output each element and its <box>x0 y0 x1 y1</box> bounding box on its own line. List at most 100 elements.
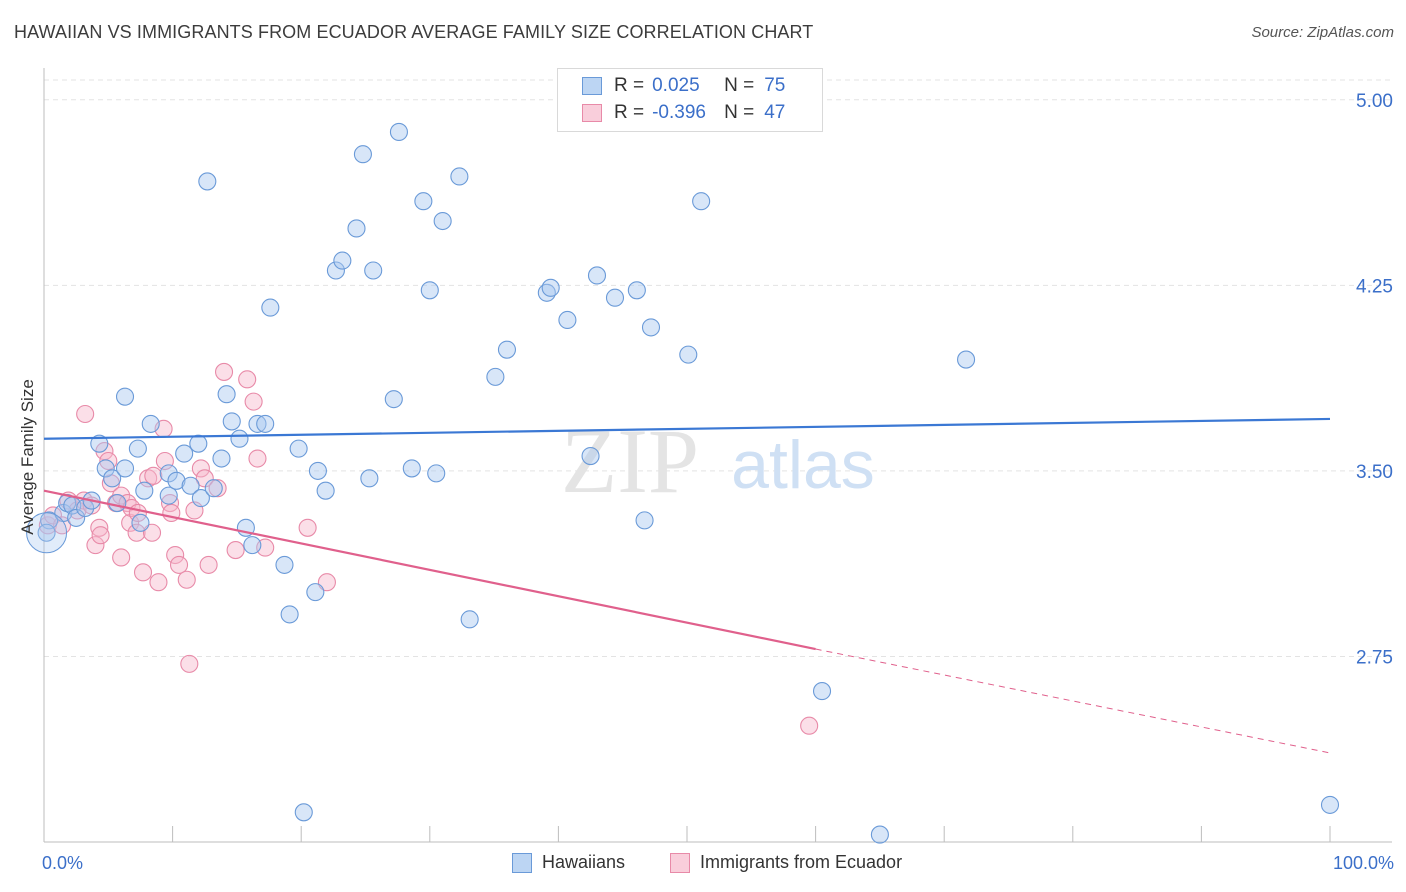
hawaiian-point <box>198 172 217 191</box>
hawaiian-point <box>191 489 210 508</box>
series-swatch-blue <box>512 852 532 873</box>
y-tick-label: 5.00 <box>1356 91 1393 112</box>
hawaiian-point <box>294 803 313 822</box>
legend-n-value: 47 <box>764 102 786 123</box>
legend-swatch-pink <box>582 104 602 122</box>
hawaiian-point <box>1320 795 1340 814</box>
hawaiian-point <box>141 414 160 433</box>
correlation-legend: R = 0.025 N = 75 R = -0.396 N = 47 <box>557 68 823 132</box>
hawaiian-point <box>627 281 646 300</box>
hawaiian-point <box>541 278 560 297</box>
ecuador-point <box>317 573 336 592</box>
legend-r-value: -0.396 <box>652 102 706 123</box>
ecuador-point <box>248 449 267 468</box>
hawaiian-point <box>460 610 479 629</box>
y-tick-label: 2.75 <box>1356 647 1393 668</box>
grid-lines <box>44 79 1392 657</box>
hawaiian-point <box>641 318 661 337</box>
ecuador-point <box>144 466 163 485</box>
hawaiian-point <box>128 439 147 458</box>
ecuador-point <box>99 451 118 471</box>
hawaiian-point <box>414 192 433 211</box>
ecuador-point <box>86 536 105 555</box>
chart-title: HAWAIIAN VS IMMIGRANTS FROM ECUADOR AVER… <box>14 22 814 42</box>
hawaiian-point <box>256 414 275 433</box>
hawaiian-point <box>212 449 231 468</box>
series-label-ecuador: Immigrants from Ecuador <box>700 852 903 872</box>
legend-n-value: 75 <box>764 75 786 96</box>
hawaiian-point <box>402 459 421 478</box>
ecuador-point <box>121 513 140 532</box>
hawaiian-point <box>558 310 577 330</box>
ecuador-point <box>160 494 180 513</box>
legend-n-label: N = <box>724 75 755 96</box>
ecuador-point <box>149 573 168 592</box>
hawaiian-point <box>217 385 236 404</box>
hawaiian-cluster-point <box>26 512 68 554</box>
watermark-atlas: atlas <box>731 427 875 503</box>
hawaiian-point <box>222 412 241 431</box>
hawaiian-point <box>67 508 86 527</box>
hawaiian-point <box>306 583 325 602</box>
x-tick-max: 100.0% <box>1332 853 1394 873</box>
ecuador-trend-line <box>43 489 816 651</box>
series-swatch-pink <box>670 852 690 873</box>
hawaiian-point <box>167 471 186 490</box>
y-tick-label: 3.50 <box>1356 462 1393 483</box>
ecuador-point <box>127 523 146 542</box>
legend-swatch-blue <box>582 77 602 95</box>
hawaiian-point <box>587 266 607 285</box>
hawaiian-point <box>420 281 439 300</box>
series-legend-hawaiians: Hawaiians <box>512 852 625 873</box>
hawaiian-point <box>159 464 178 483</box>
hawaiian-point <box>275 555 294 574</box>
y-axis-title: Average Family Size <box>18 379 37 535</box>
hawaiian-point <box>389 122 408 142</box>
ecuador-point <box>177 570 196 589</box>
legend-r-label: R = <box>614 102 645 123</box>
hawaiian-point <box>486 367 505 386</box>
ecuador-point <box>244 392 263 411</box>
hawaiian-point <box>96 459 115 478</box>
y-tick-label: 4.25 <box>1356 276 1393 297</box>
ecuador-point <box>112 548 131 567</box>
legend-row-hawaiians: R = 0.025 N = 75 <box>582 73 785 99</box>
hawaiian-point <box>316 481 335 500</box>
hawaiian-point <box>635 511 654 530</box>
ecuador-point <box>133 563 153 582</box>
ecuador-point <box>208 479 227 498</box>
hawaiian-point <box>347 219 366 238</box>
hawaiian-point <box>308 461 327 480</box>
hawaiian-point <box>427 464 446 483</box>
hawaiian-point <box>360 469 379 488</box>
hawaiian-point <box>679 345 698 364</box>
hawaiian-point <box>103 469 122 488</box>
ecuador-point <box>800 716 819 735</box>
hawaiian-points <box>26 122 1340 844</box>
axes <box>43 68 1392 843</box>
ecuador-point <box>238 370 257 389</box>
hawaiian-point <box>181 476 200 495</box>
ecuador-point <box>195 469 214 488</box>
series-legend-ecuador: Immigrants from Ecuador <box>670 852 902 873</box>
ecuador-point <box>191 459 210 478</box>
hawaiian-point <box>497 340 517 359</box>
ecuador-point <box>226 541 245 560</box>
ecuador-point <box>298 518 317 537</box>
hawaiian-point <box>326 261 345 280</box>
hawaiian-point <box>243 536 262 555</box>
ecuador-point <box>169 555 189 574</box>
legend-n-label: N = <box>724 102 755 123</box>
hawaiian-point <box>581 447 600 466</box>
hawaiian-point <box>37 523 56 542</box>
ecuador-point <box>90 518 109 537</box>
y-tick-labels: 2.75 3.50 4.25 5.00 <box>1356 91 1393 669</box>
hawaiian-point <box>189 434 208 453</box>
hawaiian-point <box>261 298 280 317</box>
ecuador-trend-extension <box>815 648 1331 754</box>
ecuador-point <box>180 654 199 673</box>
hawaiian-point <box>159 486 178 505</box>
hawaiian-point <box>289 439 308 458</box>
hawaiian-point <box>108 494 127 513</box>
